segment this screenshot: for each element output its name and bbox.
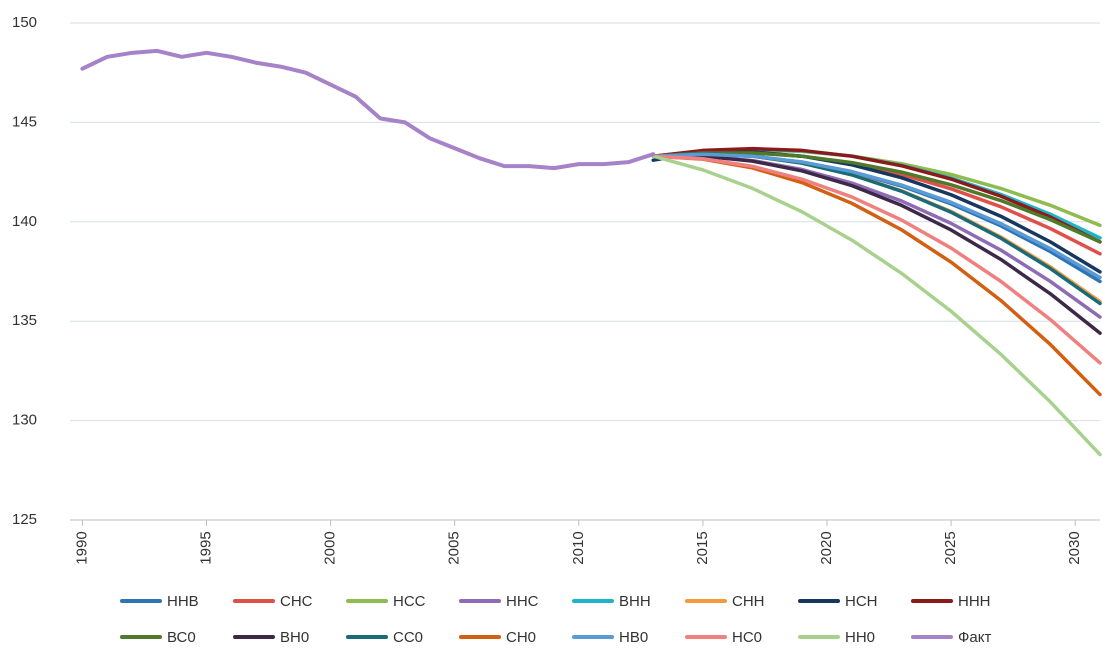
legend-swatch bbox=[685, 635, 727, 639]
legend-label: СН0 bbox=[506, 628, 537, 646]
legend-swatch bbox=[120, 599, 162, 603]
legend-label: НВ0 bbox=[619, 628, 649, 646]
series-line bbox=[80, 48, 656, 171]
x-tick-label: 2020 bbox=[818, 531, 835, 564]
series-line bbox=[651, 151, 1102, 244]
chart: 125 130 135 140 145 150 1990 1995 2000 2005 2010 20… bbox=[12, 14, 1102, 565]
legend-swatch bbox=[233, 599, 275, 603]
legend-item: Факт bbox=[911, 626, 1024, 648]
legend-item: НСС bbox=[346, 590, 459, 612]
legend-item: НСН bbox=[798, 590, 911, 612]
y-tick-label: 140 bbox=[12, 213, 37, 230]
series-line bbox=[651, 154, 1102, 457]
x-tick-label: 2010 bbox=[570, 531, 587, 564]
legend-swatch bbox=[346, 635, 388, 639]
legend-label: НС0 bbox=[732, 628, 763, 646]
legend: ННВ СНС НСС ННС ВНН СНН НСН ННН ВС0 ВН0 СС0 СН0 НВ0 Н… bbox=[120, 590, 1024, 648]
legend-swatch bbox=[572, 635, 614, 639]
legend-swatch bbox=[572, 599, 614, 603]
series-line bbox=[651, 154, 1102, 335]
legend-swatch bbox=[911, 635, 953, 639]
x-tick-label: 2030 bbox=[1066, 531, 1083, 564]
legend-label: ВНН bbox=[619, 592, 651, 610]
y-tick-label: 125 bbox=[12, 511, 37, 528]
legend-swatch bbox=[911, 599, 953, 603]
legend-label: ННС bbox=[506, 592, 539, 610]
legend-item: НН0 bbox=[798, 626, 911, 648]
y-tick-label: 145 bbox=[12, 113, 37, 130]
y-tick-label: 150 bbox=[12, 14, 37, 31]
series-line bbox=[651, 154, 1102, 365]
legend-swatch bbox=[459, 599, 501, 603]
legend-item: ННН bbox=[911, 590, 1024, 612]
legend-item: СНН bbox=[685, 590, 798, 612]
legend-item: ВН0 bbox=[233, 626, 346, 648]
legend-label: Факт bbox=[958, 628, 992, 646]
legend-item: СНС bbox=[233, 590, 346, 612]
x-tick-label: 1995 bbox=[197, 531, 214, 564]
series-line bbox=[651, 146, 1102, 244]
x-tick-label: 2000 bbox=[322, 531, 339, 564]
legend-item: ННС bbox=[459, 590, 572, 612]
legend-item: ВС0 bbox=[120, 626, 233, 648]
legend-label: ННН bbox=[958, 592, 991, 610]
legend-label: СС0 bbox=[393, 628, 424, 646]
legend-label: ННВ bbox=[167, 592, 199, 610]
legend-label: СНС bbox=[280, 592, 313, 610]
x-tick-label: 2025 bbox=[942, 531, 959, 564]
legend-label: СНН bbox=[732, 592, 765, 610]
legend-swatch bbox=[798, 635, 840, 639]
legend-item: ННВ bbox=[120, 590, 233, 612]
legend-label: НН0 bbox=[845, 628, 876, 646]
legend-label: ВС0 bbox=[167, 628, 196, 646]
legend-item: ВНН bbox=[572, 590, 685, 612]
legend-swatch bbox=[798, 599, 840, 603]
legend-swatch bbox=[459, 635, 501, 639]
y-tick-label: 135 bbox=[12, 312, 37, 329]
legend-item: СС0 bbox=[346, 626, 459, 648]
x-tick-label: 2005 bbox=[446, 531, 463, 564]
y-tick-label: 130 bbox=[12, 412, 37, 429]
legend-label: ВН0 bbox=[280, 628, 310, 646]
x-tick-label: 1990 bbox=[73, 531, 90, 564]
legend-item: НС0 bbox=[685, 626, 798, 648]
legend-item: НВ0 bbox=[572, 626, 685, 648]
legend-label: НСС bbox=[393, 592, 426, 610]
legend-item: СН0 bbox=[459, 626, 572, 648]
x-tick-label: 2015 bbox=[694, 531, 711, 564]
legend-swatch bbox=[233, 635, 275, 639]
legend-swatch bbox=[346, 599, 388, 603]
legend-label: НСН bbox=[845, 592, 878, 610]
legend-swatch bbox=[685, 599, 727, 603]
legend-swatch bbox=[120, 635, 162, 639]
series-line bbox=[651, 152, 1102, 280]
